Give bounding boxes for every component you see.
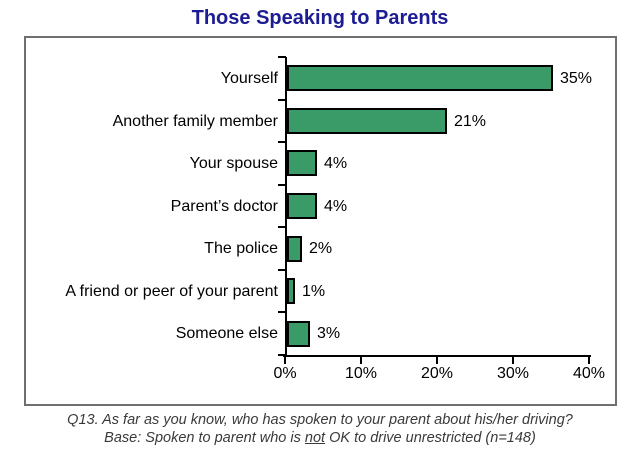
x-axis-tick bbox=[360, 357, 362, 364]
chart-area: Yourself 35% Another family member 21% Your … bbox=[24, 36, 617, 406]
plot-area: Yourself 35% Another family member 21% Your … bbox=[26, 38, 615, 404]
category-label: Parent’s doctor bbox=[170, 197, 278, 215]
x-axis-tick-label: 10% bbox=[344, 365, 378, 382]
bar bbox=[287, 65, 553, 92]
y-axis-tick bbox=[278, 141, 286, 144]
chart-title: Those Speaking to Parents bbox=[191, 7, 449, 29]
x-axis-tick-label: 20% bbox=[420, 365, 454, 382]
x-axis-tick bbox=[588, 357, 590, 364]
category-label: Someone else bbox=[175, 325, 278, 343]
bar bbox=[287, 193, 317, 219]
x-axis-tick bbox=[512, 357, 514, 364]
bar bbox=[287, 107, 447, 134]
bar bbox=[287, 235, 302, 262]
value-label: 1% bbox=[302, 282, 326, 300]
y-axis-tick bbox=[278, 56, 286, 58]
x-axis-line bbox=[283, 355, 591, 357]
y-axis-tick bbox=[278, 268, 286, 271]
category-label: Another family member bbox=[112, 112, 278, 130]
y-axis-line bbox=[285, 57, 287, 357]
y-axis-tick bbox=[278, 98, 286, 101]
value-label: 3% bbox=[317, 325, 341, 343]
y-axis-tick bbox=[278, 311, 286, 314]
x-axis-tick-label: 30% bbox=[496, 365, 530, 382]
y-axis-tick bbox=[278, 354, 286, 356]
value-label: 4% bbox=[324, 155, 348, 173]
y-axis-tick bbox=[278, 183, 286, 186]
x-axis-tick bbox=[284, 357, 286, 364]
bar bbox=[287, 320, 310, 347]
footnote-base: Base: Spoken to parent who is not OK to … bbox=[0, 429, 640, 447]
value-label: 21% bbox=[454, 112, 487, 130]
x-axis-tick bbox=[436, 357, 438, 364]
value-label: 2% bbox=[309, 240, 333, 258]
footnote-base-underline: not bbox=[304, 430, 326, 446]
category-label: A friend or peer of your parent bbox=[65, 282, 278, 300]
footnote-base-prefix: Base: Spoken to parent who is bbox=[104, 430, 305, 446]
footnote: Q13. As far as you know, who has spoken … bbox=[0, 411, 640, 447]
category-label: Yourself bbox=[220, 70, 278, 87]
category-label: Your spouse bbox=[189, 155, 278, 173]
x-axis-tick-label: 0% bbox=[273, 365, 297, 382]
footnote-question: Q13. As far as you know, who has spoken … bbox=[67, 412, 573, 428]
x-axis-tick-label: 40% bbox=[572, 365, 606, 382]
category-label: The police bbox=[204, 240, 278, 258]
value-label: 4% bbox=[324, 197, 348, 215]
y-axis-tick bbox=[278, 226, 286, 229]
value-label: 35% bbox=[560, 70, 593, 87]
bar bbox=[287, 278, 295, 305]
bar bbox=[287, 150, 317, 177]
footnote-base-suffix: OK to drive unrestricted (n=148) bbox=[325, 430, 536, 446]
